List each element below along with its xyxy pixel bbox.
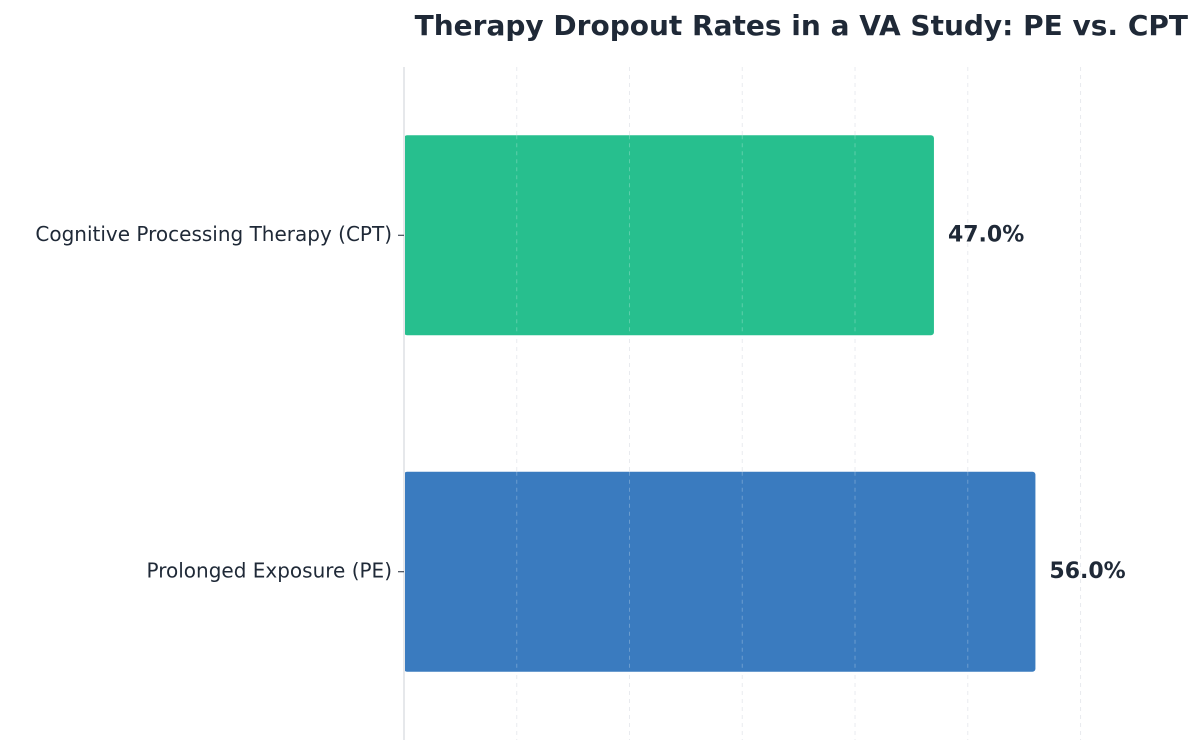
bar-1	[404, 135, 934, 336]
chart-title: Therapy Dropout Rates in a VA Study: PE …	[415, 9, 1188, 42]
value-label-1: 47.0%	[948, 222, 1024, 247]
category-label-1: Cognitive Processing Therapy (CPT)	[35, 222, 392, 246]
bar-2	[404, 471, 1036, 672]
category-label-2: Prolonged Exposure (PE)	[147, 558, 393, 582]
value-label-2: 56.0%	[1049, 559, 1125, 584]
bar-layer	[404, 135, 1036, 672]
label-layer: Cognitive Processing Therapy (CPT) 47.0% P…	[35, 222, 1125, 584]
